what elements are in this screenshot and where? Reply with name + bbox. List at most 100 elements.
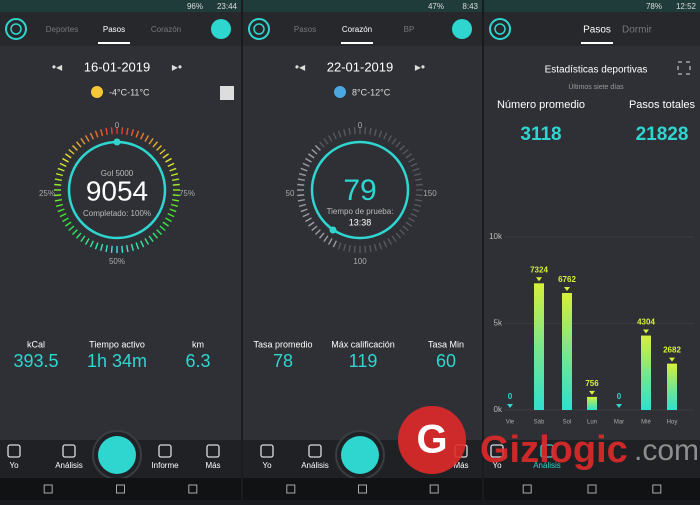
dial-tick	[337, 130, 342, 138]
menu-icon[interactable]	[489, 18, 511, 40]
dial-tick	[121, 245, 124, 253]
dial-tick	[343, 128, 347, 137]
prev-day[interactable]: •◂	[52, 60, 62, 74]
x-tick-label: Vie	[506, 420, 515, 426]
system-button[interactable]	[587, 484, 597, 494]
tab[interactable]: Dormir	[622, 25, 653, 36]
system-button[interactable]	[652, 484, 662, 494]
nav-label[interactable]: Más	[453, 461, 468, 470]
next-day[interactable]: ▸•	[172, 60, 182, 74]
dial-tick	[64, 153, 72, 159]
dial-tick	[297, 178, 305, 181]
nav-icon[interactable]	[206, 444, 220, 458]
value-label: 756	[585, 379, 599, 388]
tab[interactable]: Deportes	[46, 25, 78, 34]
dial-tick	[332, 132, 337, 140]
nav-icon[interactable]	[308, 444, 322, 458]
dial-tick	[110, 127, 113, 135]
dial-tick	[327, 238, 333, 245]
dial-tick	[84, 135, 90, 142]
dial-tick	[165, 157, 172, 163]
tab[interactable]: Corazón	[342, 25, 372, 34]
bar-marker	[643, 329, 649, 334]
system-button[interactable]	[522, 484, 532, 494]
nav-label[interactable]: Yo	[9, 461, 19, 470]
center-button[interactable]	[341, 436, 379, 474]
system-button[interactable]	[188, 484, 198, 494]
value-label: 2682	[663, 346, 681, 355]
dial-tick	[105, 245, 108, 253]
stat-value: 393.5	[13, 351, 58, 371]
nav-label[interactable]: Análisis	[301, 461, 329, 470]
dial-tick	[89, 132, 94, 140]
system-bar	[243, 478, 482, 500]
dial-tick	[170, 203, 179, 207]
bar-marker	[669, 357, 675, 362]
y-tick-label: 0k	[494, 405, 503, 414]
dial-tick	[314, 144, 321, 151]
nav-label[interactable]: Yo	[492, 461, 502, 470]
menu-icon[interactable]	[248, 18, 270, 40]
dial-tick	[412, 208, 420, 213]
tab[interactable]: Pasos	[103, 25, 125, 34]
dial-tick	[364, 127, 367, 135]
menu-icon[interactable]	[5, 18, 27, 40]
expand-icon[interactable]	[677, 61, 691, 75]
dial-tick	[59, 213, 67, 218]
nav-icon[interactable]	[7, 444, 21, 458]
dial-tick	[148, 137, 154, 145]
share-button[interactable]	[211, 19, 231, 39]
dial-label: 25%	[39, 189, 55, 198]
stat-value: 3118	[520, 124, 561, 145]
dial-tick	[297, 194, 305, 197]
stat-label: Tasa Min	[428, 339, 464, 349]
dial-tick	[410, 162, 418, 167]
system-button[interactable]	[286, 484, 296, 494]
prev-day[interactable]: •◂	[295, 60, 305, 74]
dial-tick	[311, 225, 318, 232]
flag-icon[interactable]	[220, 86, 234, 100]
nav-label[interactable]: Informe	[151, 461, 179, 470]
nav-label[interactable]: Yo	[262, 461, 272, 470]
next-day[interactable]: ▸•	[415, 60, 425, 74]
nav-icon[interactable]	[540, 444, 554, 458]
nav-label[interactable]: Más	[205, 461, 220, 470]
dial-knob	[329, 226, 337, 234]
dial-label: 0	[358, 121, 363, 130]
dial-tick	[311, 148, 318, 155]
dial-tick	[55, 203, 64, 207]
header	[0, 12, 241, 46]
nav-icon[interactable]	[260, 444, 274, 458]
dial-tick	[415, 178, 423, 181]
dial-tick	[94, 130, 99, 138]
dial-tick	[71, 229, 78, 236]
nav-icon[interactable]	[62, 444, 76, 458]
dial-time: 13:38	[349, 217, 372, 227]
center-button[interactable]	[98, 436, 136, 474]
tab[interactable]: Pasos	[583, 25, 611, 36]
stat-label: Tiempo activo	[89, 339, 145, 349]
dial-tick	[75, 141, 82, 148]
clock: 12:52	[676, 2, 697, 11]
tab[interactable]: BP	[404, 25, 415, 34]
dial-tick	[167, 162, 175, 167]
system-button[interactable]	[429, 484, 439, 494]
tab[interactable]: Pasos	[294, 25, 316, 34]
system-button[interactable]	[43, 484, 53, 494]
tab[interactable]: Corazón	[151, 25, 181, 34]
system-button[interactable]	[358, 484, 367, 494]
nav-label[interactable]: Análisis	[55, 461, 83, 470]
nav-label[interactable]: Análisis	[533, 461, 561, 470]
dial-tick	[305, 217, 312, 223]
clock: 23:44	[217, 2, 238, 11]
nav-icon[interactable]	[158, 444, 172, 458]
dial-tick	[144, 135, 150, 142]
nav-icon[interactable]	[490, 444, 504, 458]
dial-tick	[399, 229, 406, 236]
system-button[interactable]	[116, 484, 125, 494]
weather-icon	[91, 86, 103, 98]
dial-tick	[415, 194, 423, 197]
dial-tick	[387, 238, 393, 245]
share-button[interactable]	[452, 19, 472, 39]
dial-tick	[89, 240, 94, 248]
